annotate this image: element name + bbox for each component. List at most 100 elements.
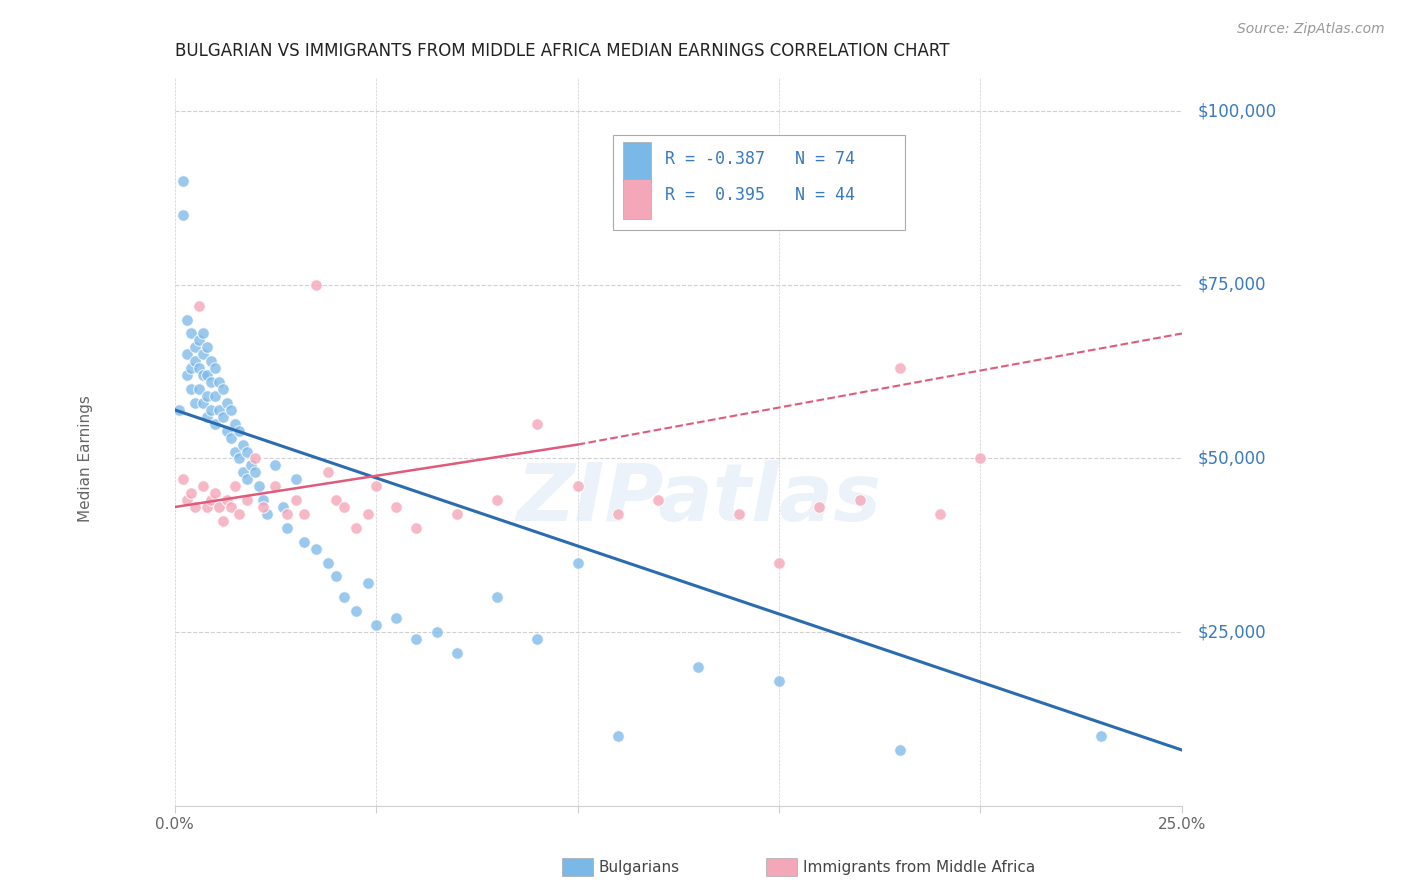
Point xyxy=(567,479,589,493)
Point xyxy=(325,493,347,508)
Point xyxy=(195,340,218,354)
Point xyxy=(191,368,214,383)
Point xyxy=(172,209,194,223)
Point xyxy=(184,340,207,354)
Point xyxy=(215,396,238,410)
Point xyxy=(305,541,328,556)
Point xyxy=(425,625,447,640)
Point xyxy=(167,402,190,417)
Point xyxy=(195,368,218,383)
Text: R =  0.395   N = 44: R = 0.395 N = 44 xyxy=(665,186,855,204)
Point xyxy=(219,431,242,445)
Point xyxy=(405,632,427,646)
Point xyxy=(212,382,235,396)
Point xyxy=(208,375,231,389)
Point xyxy=(446,646,468,660)
FancyBboxPatch shape xyxy=(623,178,651,219)
Point xyxy=(208,500,231,514)
Point xyxy=(200,354,222,368)
Point xyxy=(485,591,508,605)
Point xyxy=(236,472,259,486)
Point xyxy=(176,312,198,326)
Point xyxy=(276,507,298,521)
Point xyxy=(172,174,194,188)
Point xyxy=(526,417,548,431)
Point xyxy=(184,396,207,410)
Point xyxy=(889,361,911,376)
Point xyxy=(929,507,952,521)
Point xyxy=(200,493,222,508)
Point xyxy=(172,472,194,486)
Point xyxy=(385,500,408,514)
Point xyxy=(195,389,218,403)
Point xyxy=(292,534,315,549)
FancyBboxPatch shape xyxy=(613,135,905,229)
Point xyxy=(405,521,427,535)
Point xyxy=(252,493,274,508)
FancyBboxPatch shape xyxy=(623,142,651,182)
Text: Immigrants from Middle Africa: Immigrants from Middle Africa xyxy=(803,861,1035,875)
Point xyxy=(187,382,209,396)
Point xyxy=(191,479,214,493)
Point xyxy=(219,402,242,417)
Point xyxy=(364,479,387,493)
Point xyxy=(212,514,235,528)
Point xyxy=(180,382,202,396)
Point xyxy=(333,500,356,514)
Point xyxy=(316,466,339,480)
Point xyxy=(364,618,387,632)
Point xyxy=(176,368,198,383)
Point xyxy=(848,493,870,508)
Point xyxy=(232,466,254,480)
Point xyxy=(191,347,214,361)
Point xyxy=(224,479,246,493)
Point xyxy=(567,556,589,570)
Point xyxy=(889,743,911,757)
Point xyxy=(727,507,749,521)
Point xyxy=(292,507,315,521)
Text: $75,000: $75,000 xyxy=(1198,276,1267,293)
Point xyxy=(344,604,367,618)
Point xyxy=(200,402,222,417)
Point xyxy=(236,444,259,458)
Point xyxy=(284,493,307,508)
Text: $50,000: $50,000 xyxy=(1198,450,1267,467)
Point xyxy=(176,347,198,361)
Point xyxy=(195,409,218,424)
Text: ZIPatlas: ZIPatlas xyxy=(516,460,882,539)
Point xyxy=(276,521,298,535)
Point xyxy=(184,500,207,514)
Point xyxy=(245,466,267,480)
Point xyxy=(446,507,468,521)
Point xyxy=(305,277,328,292)
Point xyxy=(204,361,226,376)
Point xyxy=(204,417,226,431)
Point xyxy=(184,354,207,368)
Point xyxy=(325,569,347,583)
Point xyxy=(224,417,246,431)
Point xyxy=(647,493,669,508)
Point xyxy=(180,326,202,341)
Text: Median Earnings: Median Earnings xyxy=(79,395,93,522)
Text: Source: ZipAtlas.com: Source: ZipAtlas.com xyxy=(1237,22,1385,37)
Point xyxy=(245,451,267,466)
Text: BULGARIAN VS IMMIGRANTS FROM MIDDLE AFRICA MEDIAN EARNINGS CORRELATION CHART: BULGARIAN VS IMMIGRANTS FROM MIDDLE AFRI… xyxy=(174,42,949,60)
Point xyxy=(808,500,831,514)
Point xyxy=(1090,729,1112,743)
Point xyxy=(208,402,231,417)
Point xyxy=(180,486,202,500)
Point xyxy=(264,479,287,493)
Point xyxy=(273,500,295,514)
Point xyxy=(232,437,254,451)
Point xyxy=(768,556,790,570)
Text: $100,000: $100,000 xyxy=(1198,103,1277,120)
Point xyxy=(768,673,790,688)
Point xyxy=(200,375,222,389)
Point xyxy=(485,493,508,508)
Point xyxy=(284,472,307,486)
Point xyxy=(187,299,209,313)
Point xyxy=(247,479,270,493)
Point xyxy=(385,611,408,625)
Point xyxy=(526,632,548,646)
Point xyxy=(191,326,214,341)
